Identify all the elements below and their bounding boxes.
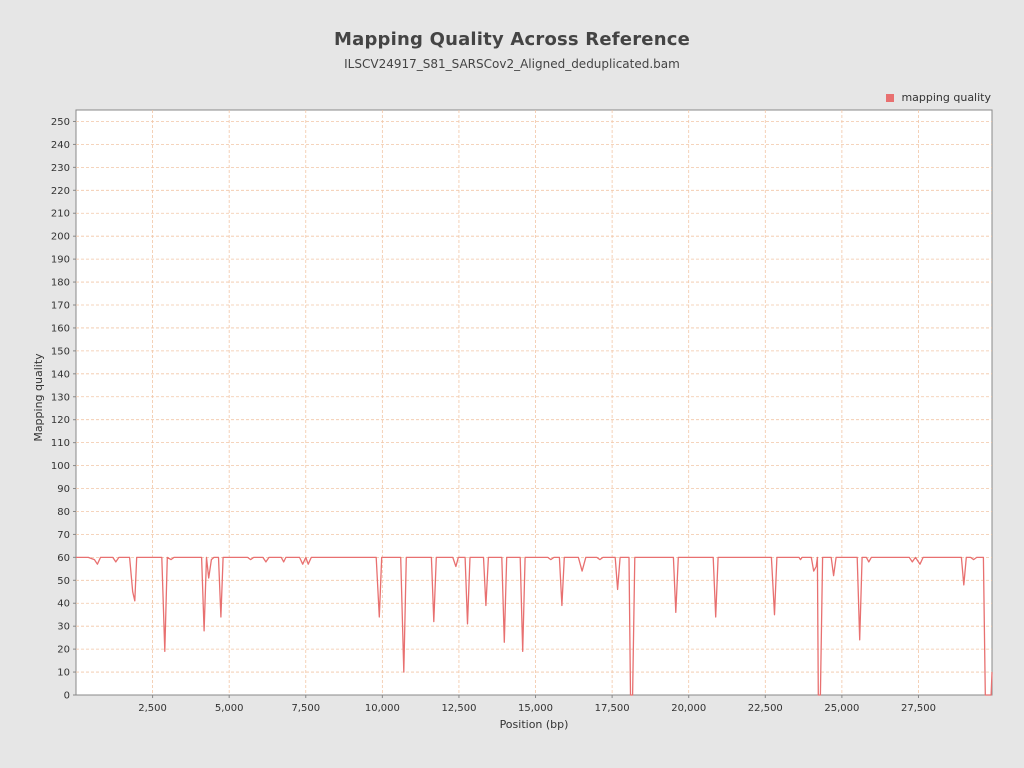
y-tick-label: 40 — [57, 599, 70, 610]
chart-title: Mapping Quality Across Reference — [334, 29, 690, 50]
y-tick-label: 100 — [51, 461, 70, 472]
y-tick-label: 140 — [51, 369, 70, 380]
x-tick-label: 10,000 — [365, 703, 400, 714]
y-tick-label: 230 — [51, 163, 70, 174]
x-tick-label: 25,000 — [824, 703, 859, 714]
y-tick-label: 190 — [51, 255, 70, 266]
y-tick-label: 80 — [57, 507, 70, 518]
x-tick-label: 15,000 — [518, 703, 553, 714]
y-tick-label: 160 — [51, 323, 70, 334]
y-tick-label: 20 — [57, 645, 70, 656]
x-tick-label: 2,500 — [138, 703, 167, 714]
y-tick-label: 60 — [57, 553, 70, 564]
x-tick-label: 27,500 — [901, 703, 936, 714]
series-layer — [76, 556, 993, 696]
legend-label: mapping quality — [901, 91, 991, 104]
y-axis-label: Mapping quality — [32, 353, 45, 442]
y-tick-label: 180 — [51, 278, 70, 289]
y-tick-label: 130 — [51, 392, 70, 403]
y-tick-label: 70 — [57, 530, 70, 541]
x-tick-label: 12,500 — [441, 703, 476, 714]
plot-area — [75, 109, 993, 696]
grid-layer — [76, 110, 992, 695]
y-tick-label: 240 — [51, 140, 70, 151]
chart-subtitle: ILSCV24917_S81_SARSCov2_Aligned_deduplic… — [344, 57, 680, 71]
legend: mapping quality — [886, 91, 991, 104]
y-tick-label: 110 — [51, 438, 70, 449]
y-tick-label: 10 — [57, 668, 70, 679]
y-tick-label: 0 — [64, 691, 70, 702]
y-tick-label: 50 — [57, 576, 70, 587]
y-tick-label: 120 — [51, 415, 70, 426]
x-axis-label: Position (bp) — [500, 718, 569, 731]
x-tick-label: 22,500 — [748, 703, 783, 714]
legend-swatch — [886, 93, 895, 102]
x-tick-label: 5,000 — [215, 703, 244, 714]
x-tick-label: 17,500 — [595, 703, 630, 714]
x-tick-label: 7,500 — [291, 703, 320, 714]
y-tick-label: 170 — [51, 301, 70, 312]
y-tick-label: 30 — [57, 622, 70, 633]
y-tick-label: 150 — [51, 346, 70, 357]
series-line-mapping-quality — [76, 556, 993, 696]
y-tick-label: 210 — [51, 209, 70, 220]
tick-layer: 0 10 20 30 40 50 60 70 80 90 100 110 120 130 140 150 160… — [51, 117, 936, 714]
x-tick-label: 20,000 — [671, 703, 706, 714]
y-tick-label: 200 — [51, 232, 70, 243]
y-tick-label: 220 — [51, 186, 70, 197]
y-tick-label: 90 — [57, 484, 70, 495]
y-tick-label: 250 — [51, 117, 70, 128]
